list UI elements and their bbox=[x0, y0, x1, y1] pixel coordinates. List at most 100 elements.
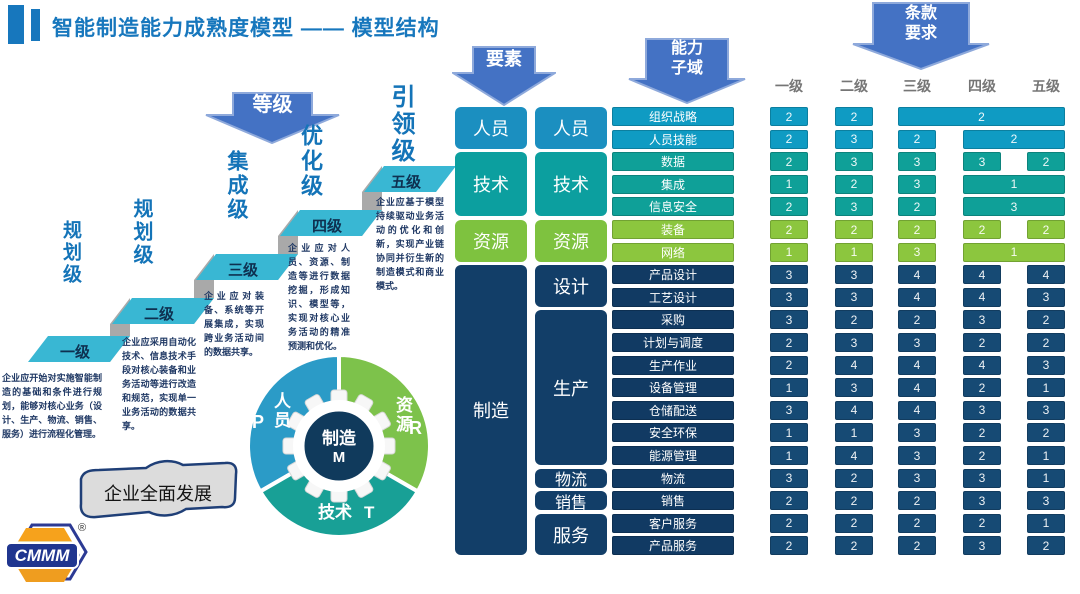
clause-count-cell: 3 bbox=[963, 468, 1001, 488]
domain-box: 技术 bbox=[535, 152, 607, 217]
clause-count-cell: 4 bbox=[898, 355, 936, 375]
gear-tooth bbox=[304, 394, 325, 414]
subdomain-label: 信息安全 bbox=[612, 197, 734, 217]
domain-box: 人员 bbox=[535, 107, 607, 149]
clause-count-cell: 1 bbox=[1027, 378, 1065, 398]
page-title: 智能制造能力成熟度模型 —— 模型结构 bbox=[52, 17, 440, 40]
domain-box: 销售 bbox=[535, 491, 607, 512]
clause-count-cell: 1 bbox=[770, 174, 808, 194]
clause-count-cell: 3 bbox=[770, 400, 808, 420]
grade-arrow: 等级 bbox=[205, 92, 340, 144]
cmmm-logo-text: CMMM bbox=[15, 546, 71, 565]
clause-count-cell: 3 bbox=[898, 333, 936, 352]
clause-count-cell: 3 bbox=[898, 423, 936, 443]
clause-count-cell: 1 bbox=[1027, 468, 1065, 488]
subdomain-label: 客户服务 bbox=[612, 513, 734, 533]
subdomain-arrow-line1: 能力 bbox=[670, 40, 703, 58]
clause-count-cell: 4 bbox=[835, 446, 873, 465]
clause-count-cell: 3 bbox=[835, 152, 873, 172]
clause-count-cell: 2 bbox=[963, 333, 1001, 352]
clause-count-cell: 2 bbox=[770, 491, 808, 511]
registered-trademark: ® bbox=[78, 522, 87, 534]
clause-count-cell: 3 bbox=[963, 197, 1065, 217]
clause-count-cell: 2 bbox=[770, 197, 808, 217]
clause-count-cell: 2 bbox=[898, 491, 936, 511]
element-box: 制造 bbox=[455, 265, 527, 556]
subdomain-label: 产品服务 bbox=[612, 536, 734, 556]
subdomain-arrow-label: 能力 子域 bbox=[628, 38, 746, 80]
clause-count-cell: 1 bbox=[770, 423, 808, 443]
clause-count-cell: 2 bbox=[898, 513, 936, 533]
stair-step-label: 二级 bbox=[143, 306, 174, 323]
clause-count-cell: 2 bbox=[835, 491, 873, 511]
clause-count-cell: 2 bbox=[835, 513, 873, 533]
clause-arrow-label: 条款 要求 bbox=[852, 2, 990, 45]
maturity-grade-label: 引领级 bbox=[387, 84, 414, 165]
subdomain-label: 工艺设计 bbox=[612, 287, 734, 307]
clause-arrow: 条款 要求 bbox=[852, 2, 990, 70]
clause-count-cell: 2 bbox=[770, 220, 808, 239]
subdomain-label: 生产作业 bbox=[612, 355, 734, 375]
clause-count-cell: 2 bbox=[770, 355, 808, 375]
domain-box: 生产 bbox=[535, 310, 607, 465]
clause-count-cell: 2 bbox=[963, 129, 1065, 149]
clause-count-cell: 1 bbox=[835, 242, 873, 262]
clause-count-cell: 3 bbox=[835, 287, 873, 307]
subdomain-label: 产品设计 bbox=[612, 265, 734, 285]
domain-box: 设计 bbox=[535, 265, 607, 307]
subdomain-arrow-line2: 子域 bbox=[670, 60, 703, 77]
subdomain-label: 数据 bbox=[612, 152, 734, 172]
subdomain-label: 能源管理 bbox=[612, 446, 734, 465]
title-accent-bar bbox=[8, 5, 24, 44]
clause-count-cell: 3 bbox=[963, 152, 1001, 172]
level-description: 企业应基于模型持续驱动业务活动的优化和创新，实现产业链协同并衍生新的制造模式和商… bbox=[376, 197, 444, 291]
sector-label-people: 人员 bbox=[271, 392, 290, 430]
clause-count-cell: 1 bbox=[770, 378, 808, 398]
gear-tooth bbox=[330, 389, 348, 405]
subdomain-label: 计划与调度 bbox=[612, 333, 734, 352]
clause-count-cell: 2 bbox=[898, 220, 936, 239]
clause-count-cell: 2 bbox=[770, 152, 808, 172]
clause-count-cell: 2 bbox=[898, 197, 936, 217]
clause-count-cell: 2 bbox=[770, 513, 808, 533]
subdomain-label: 仓储配送 bbox=[612, 400, 734, 420]
clause-count-cell: 1 bbox=[963, 174, 1065, 194]
sector-letter-t: T bbox=[364, 503, 375, 522]
clause-count-cell: 2 bbox=[1027, 333, 1065, 352]
development-banner-text: 企业全面发展 bbox=[104, 484, 212, 504]
clause-count-cell: 2 bbox=[835, 310, 873, 330]
level-description: 企业应对装备、系统等开展集成，实现跨业务活动间的数据共享。 bbox=[204, 291, 264, 357]
subdomain-label: 人员技能 bbox=[612, 129, 734, 149]
stair-step-label: 一级 bbox=[59, 344, 90, 361]
subdomain-label: 装备 bbox=[612, 220, 734, 239]
clause-count-cell: 3 bbox=[835, 333, 873, 352]
level-description: 企业应采用自动化技术、信息技术手段对核心装备和业务活动等进行改造和规范，实现单一… bbox=[122, 337, 196, 431]
cmmm-logo: CMMM bbox=[5, 523, 88, 582]
clause-count-cell: 4 bbox=[963, 287, 1001, 307]
clause-count-cell: 2 bbox=[898, 536, 936, 556]
maturity-grade-label: 优化级 bbox=[298, 124, 323, 199]
clause-count-cell: 3 bbox=[1027, 287, 1065, 307]
clause-count-cell: 3 bbox=[770, 287, 808, 307]
clause-count-cell: 1 bbox=[770, 242, 808, 262]
clause-count-cell: 4 bbox=[898, 287, 936, 307]
clause-count-cell: 3 bbox=[1027, 400, 1065, 420]
subdomain-label: 设备管理 bbox=[612, 378, 734, 398]
pie-center-label: 制造 M bbox=[299, 429, 379, 467]
level-header: 三级 bbox=[903, 78, 931, 94]
gear-tooth bbox=[353, 478, 374, 498]
clause-count-cell: 1 bbox=[1027, 513, 1065, 533]
stair-step-label: 四级 bbox=[311, 218, 342, 235]
clause-count-cell: 3 bbox=[898, 468, 936, 488]
sector-letter-p: P bbox=[252, 412, 265, 432]
pie-center-line2: M bbox=[332, 449, 346, 467]
grade-arrow-label: 等级 bbox=[252, 93, 293, 116]
clause-count-cell: 2 bbox=[1027, 220, 1065, 239]
sector-letter-r: R bbox=[409, 418, 422, 438]
maturity-grade-label: 规划级 bbox=[60, 220, 81, 286]
clause-count-cell: 2 bbox=[963, 423, 1001, 443]
subdomain-label: 集成 bbox=[612, 174, 734, 194]
clause-count-cell: 1 bbox=[770, 446, 808, 465]
clause-count-cell: 3 bbox=[898, 446, 936, 465]
